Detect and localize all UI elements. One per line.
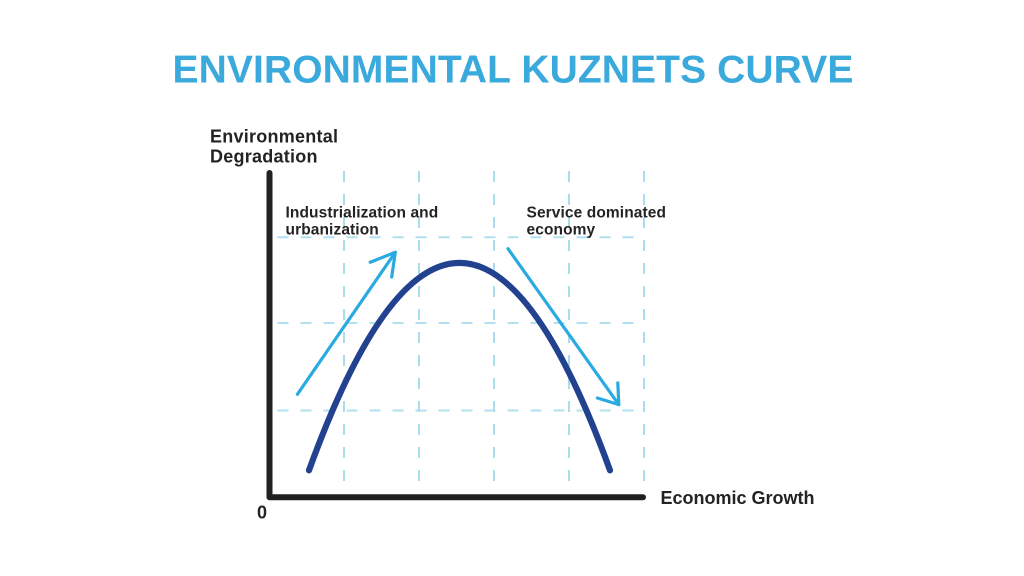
svg-text:urbanization: urbanization (286, 222, 379, 239)
svg-text:Economic Growth: Economic Growth (661, 488, 815, 508)
svg-text:Industrialization and: Industrialization and (286, 205, 439, 222)
svg-text:ENVIRONMENTAL KUZNETS CURVE: ENVIRONMENTAL KUZNETS CURVE (173, 49, 854, 92)
svg-text:Degradation: Degradation (210, 147, 318, 167)
svg-text:Service dominated: Service dominated (527, 205, 667, 222)
svg-text:0: 0 (257, 503, 267, 523)
svg-text:economy: economy (527, 222, 596, 239)
svg-text:Environmental: Environmental (210, 127, 338, 147)
